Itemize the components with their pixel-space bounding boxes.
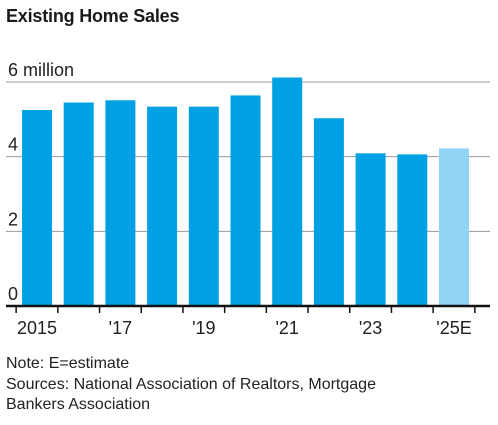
bars [22, 77, 469, 307]
x-tick-label-'17: '17 [109, 318, 132, 338]
x-tick-label-'25E: '25E [436, 318, 471, 338]
bar-2015 [22, 110, 52, 306]
bar-2017 [105, 100, 136, 306]
bar-2025E [439, 148, 469, 306]
bar-2018 [147, 106, 178, 306]
bar-2022 [313, 118, 344, 306]
x-tick-label-'19: '19 [192, 318, 215, 338]
bar-2021 [272, 77, 303, 307]
y-tick-label-2: 2 [8, 209, 18, 229]
chart-note: Note: E=estimate [6, 355, 130, 372]
y-tick-label-4: 4 [8, 135, 18, 155]
x-tick-label-2015: 2015 [17, 318, 57, 338]
y-tick-label-0: 0 [8, 284, 18, 304]
x-tick-label-'21: '21 [275, 318, 298, 338]
bar-2019 [188, 106, 219, 306]
bar-2020 [230, 95, 261, 306]
chart-sources: Sources: National Association of Realtor… [6, 376, 376, 413]
bar-chart: 6 million 0 2 4 2015 '17 '19 '21 '23 '25E [6, 60, 490, 338]
axes: 6 million 0 2 4 2015 '17 '19 '21 '23 '25E [6, 60, 490, 338]
chart-title: Existing Home Sales [6, 6, 180, 26]
x-tick-label-'23: '23 [359, 318, 382, 338]
y-axis-unit-label: 6 million [8, 60, 74, 80]
bar-2024 [397, 154, 428, 306]
bar-2023 [355, 153, 386, 306]
bar-2016 [63, 102, 94, 307]
